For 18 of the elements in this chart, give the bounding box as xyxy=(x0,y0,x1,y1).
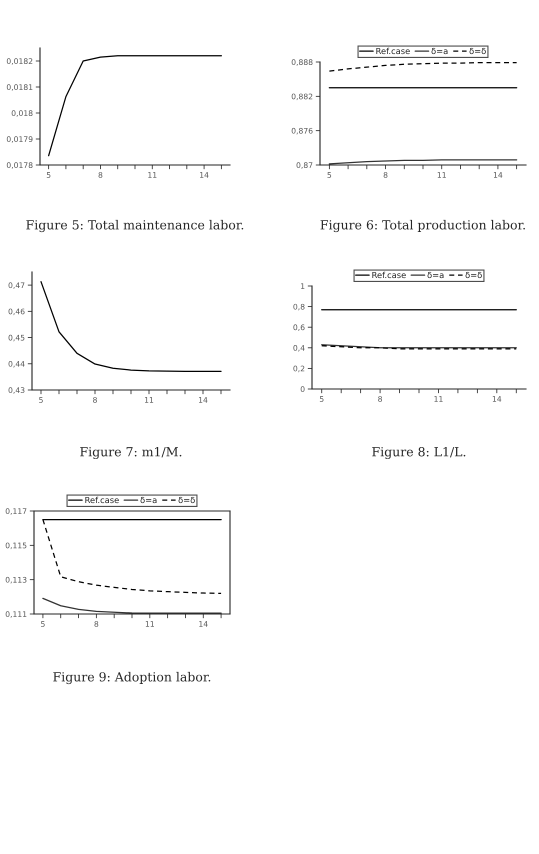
legend-label: Ref.case xyxy=(372,272,406,278)
legend-label: δ=δ xyxy=(466,272,482,278)
caption: Figure 8: L1/L. xyxy=(372,446,466,460)
caption: Figure 9: Adoption labor. xyxy=(53,672,210,684)
legend-label: δ=δ xyxy=(178,496,195,504)
legend-label: δ=a xyxy=(428,272,444,278)
caption: Figure 6: Total production labor. xyxy=(320,220,525,232)
line-series xyxy=(48,55,222,156)
caption: Figure 7: m1/M. xyxy=(80,446,182,460)
legend-label: Ref.case xyxy=(85,496,119,504)
line-series xyxy=(42,598,222,614)
line-series xyxy=(40,281,222,372)
legend-label: δ=a xyxy=(140,496,156,504)
line-series xyxy=(328,62,518,72)
legend-label: Ref.case xyxy=(376,48,410,54)
legend-label: δ=δ xyxy=(470,48,486,54)
legend-label: δ=a xyxy=(432,48,448,54)
caption: Figure 5: Total maintenance labor. xyxy=(26,220,244,232)
